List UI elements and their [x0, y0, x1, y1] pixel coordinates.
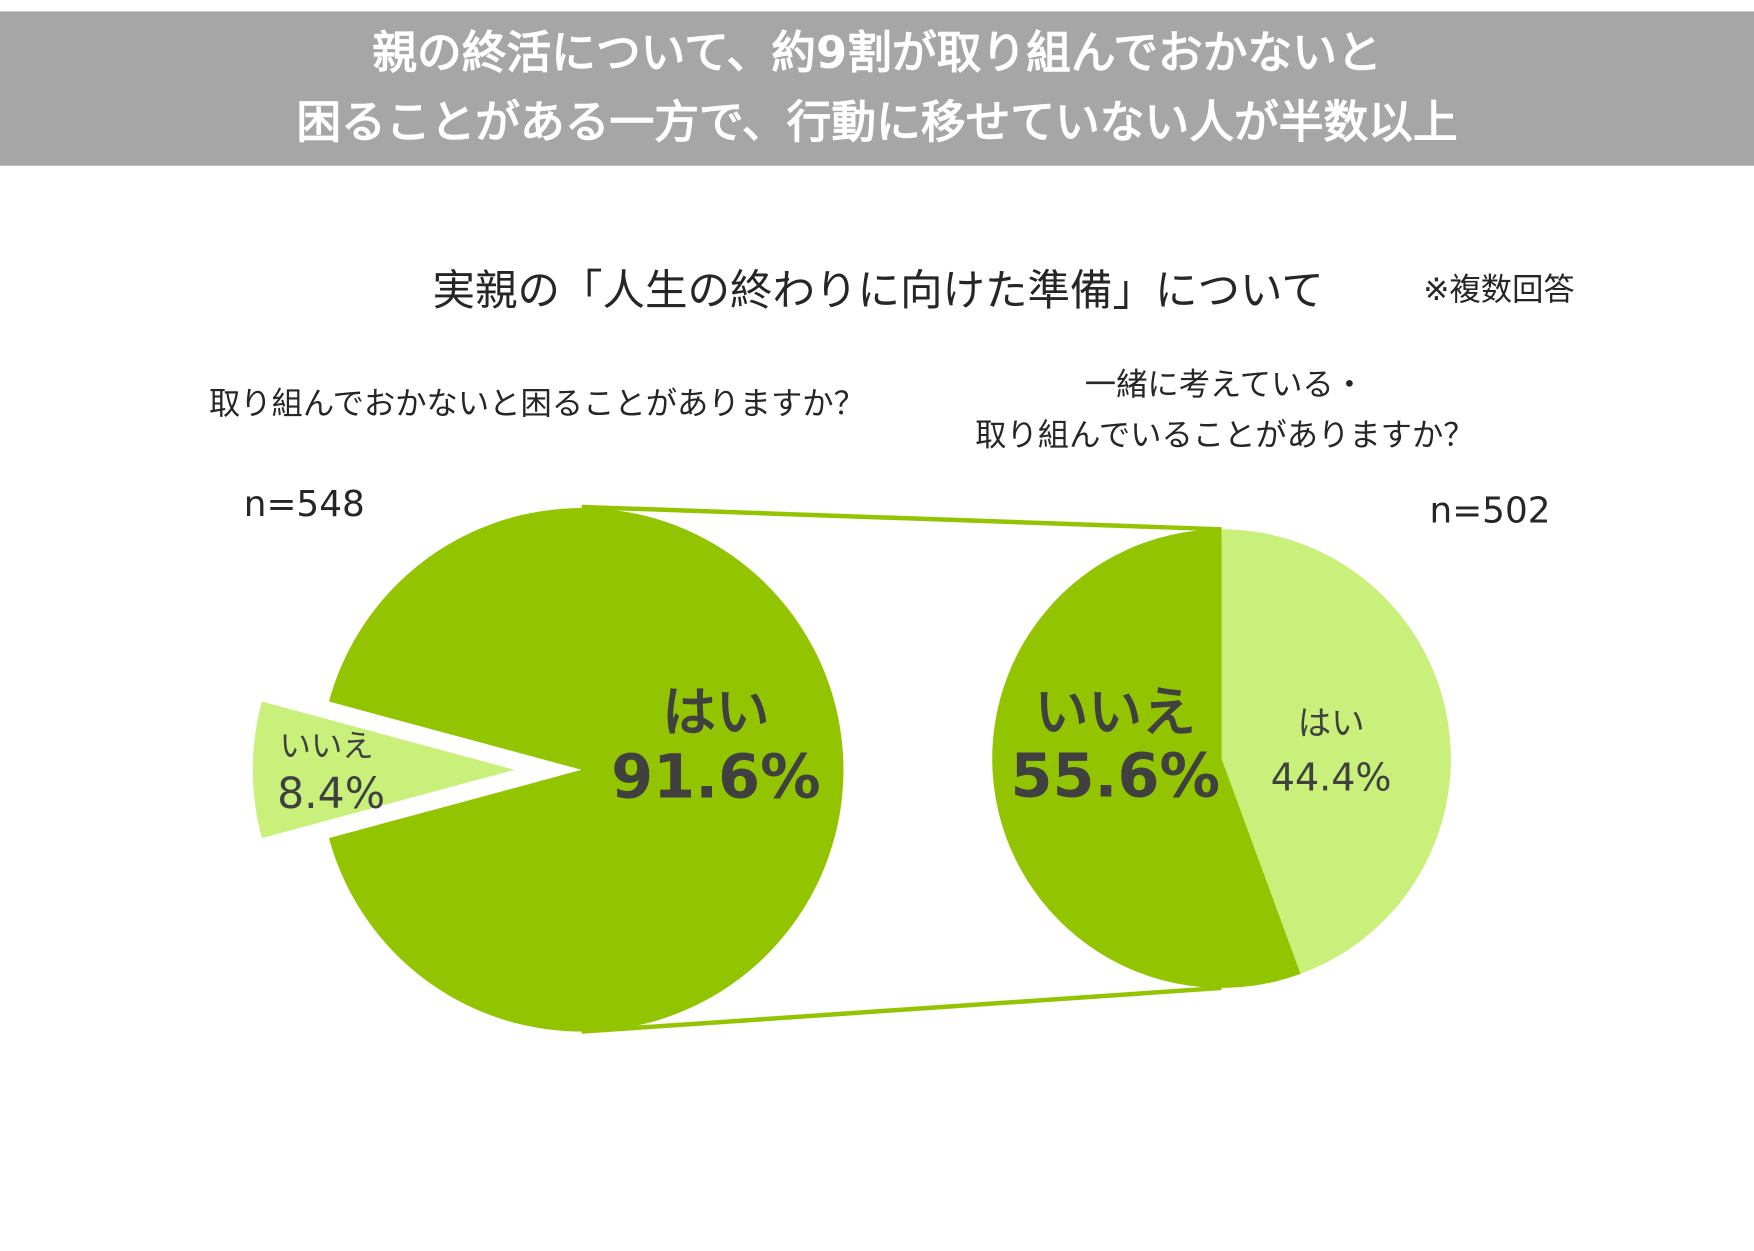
question: 取り組んでいることがありますか？: [975, 417, 1474, 453]
header-band: [0, 11, 1754, 166]
connector: [581, 504, 1222, 532]
header-line: 困ることがある一方で、行動に移せていない人が半数以上: [296, 95, 1457, 148]
slice-label: はい: [662, 681, 769, 744]
connector: [581, 985, 1222, 1034]
pie-slice: [1221, 529, 1451, 974]
chart-title: 実親の「人生の終わりに向けた準備」について: [433, 267, 1324, 316]
slice-label: はい: [1298, 704, 1365, 743]
value-label: 8.4%: [277, 770, 385, 819]
pie-slice: [992, 529, 1301, 988]
question: 一緒に考えている・: [1085, 367, 1365, 403]
note: ※複数回答: [1423, 272, 1575, 308]
value-label: 44.4%: [1271, 755, 1392, 799]
value-label: 55.6%: [1011, 741, 1221, 811]
slice-label: いいえ: [1035, 681, 1196, 744]
slice-label: いいえ: [280, 728, 374, 764]
sample-size: n=502: [1430, 491, 1551, 532]
header-line: 親の終活について、約9割が取り組んでおかないと: [372, 26, 1381, 79]
sample-size: n=548: [244, 484, 365, 525]
question: 取り組んでおかないと困ることがありますか？: [209, 386, 865, 422]
pie-slice: [252, 701, 515, 839]
value-label: 91.6%: [611, 743, 821, 813]
pie-slice: [328, 508, 844, 1032]
